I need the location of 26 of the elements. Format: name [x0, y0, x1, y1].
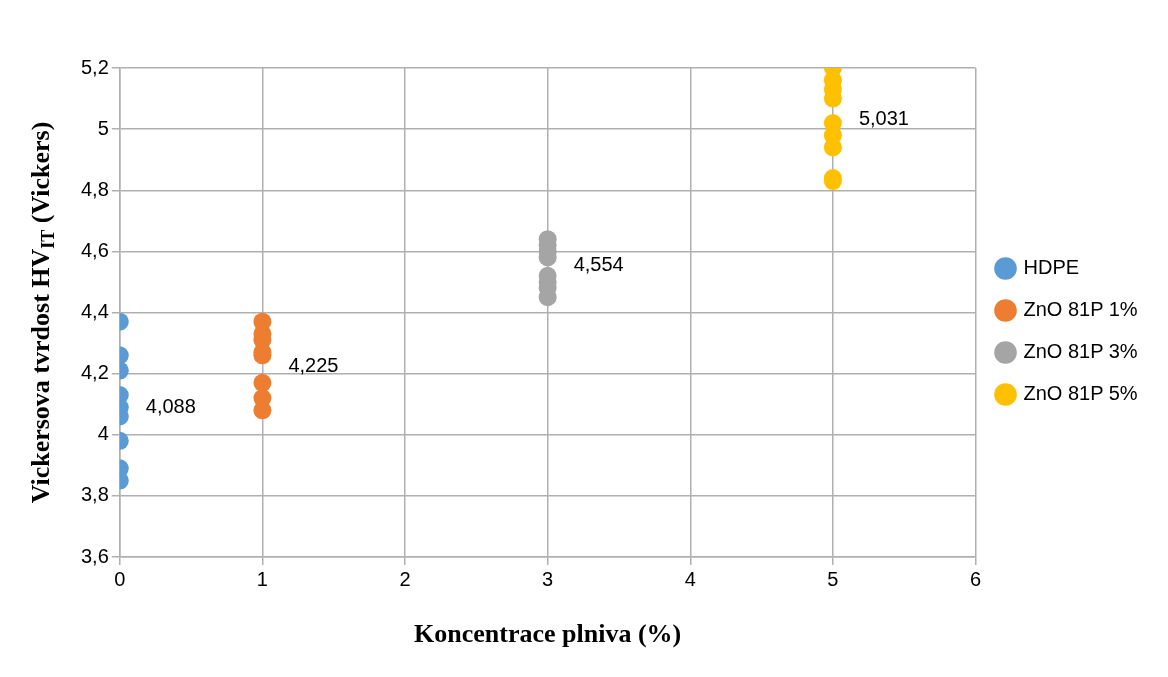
y-tick-label: 4: [97, 422, 109, 445]
annotation: 4,225: [288, 353, 339, 376]
y-tick-label: 3,6: [80, 544, 109, 567]
legend-label: HDPE: [1023, 256, 1080, 279]
y-tick-label: 4,8: [80, 177, 109, 200]
annotation: 4,088: [145, 395, 196, 418]
x-tick-label: 2: [399, 567, 411, 590]
y-tick-label: 5: [97, 116, 109, 139]
annotation: 4,554: [573, 252, 624, 275]
y-tick-label: 4,6: [80, 238, 109, 261]
x-tick-label: 5: [827, 567, 839, 590]
y-tick-label: 4,4: [80, 300, 109, 323]
x-tick-label: 6: [969, 567, 982, 590]
y-tick-label: 5,2: [80, 55, 109, 78]
y-tick-label: 4,2: [80, 361, 109, 384]
legend-label: ZnO 81P 5%: [1023, 382, 1138, 405]
x-tick-label: 4: [684, 567, 696, 590]
legend-label: ZnO 81P 1%: [1023, 298, 1138, 321]
x-tick-label: 0: [114, 567, 126, 590]
y-axis-title: Vickersova tvrdost HVIT (Vickers): [25, 121, 59, 504]
x-tick-label: 3: [542, 567, 554, 590]
y-tick-label: 3,8: [80, 483, 109, 506]
x-axis-title: Koncentrace plniva (%): [414, 618, 682, 648]
x-tick-label: 1: [256, 567, 268, 590]
legend-label: ZnO 81P 3%: [1023, 340, 1138, 363]
annotation: 5,031: [858, 107, 909, 130]
